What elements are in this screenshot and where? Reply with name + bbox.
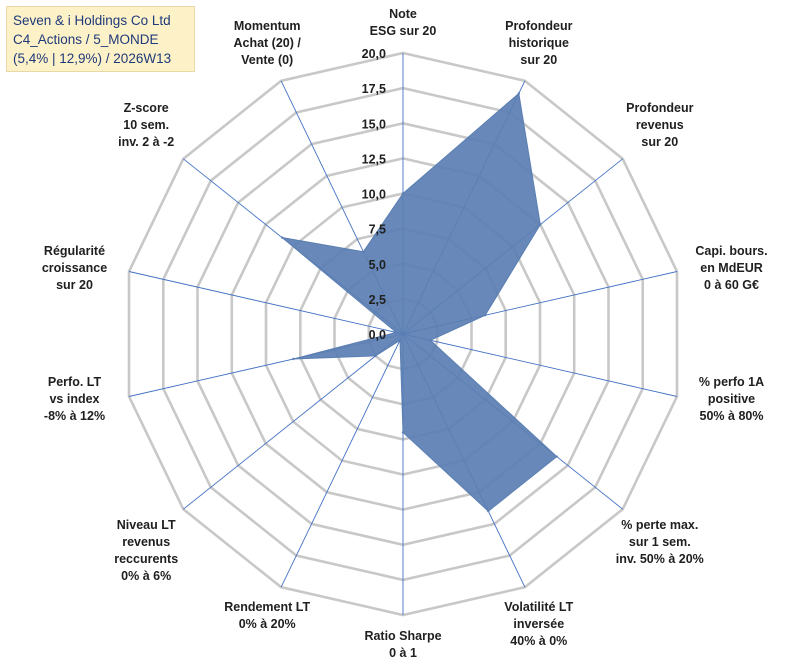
chart-title-box: Seven & i Holdings Co Ltd C4_Actions / 5… xyxy=(6,6,195,72)
axis-label-line: Vente (0) xyxy=(241,53,294,68)
axis-spoke xyxy=(402,333,678,397)
axis-label-line: sur 20 xyxy=(520,53,558,68)
tick-label: 0,0 xyxy=(369,328,386,342)
tick-label: 10,0 xyxy=(362,188,386,202)
axis-label: % perfo 1A positive 50% à 80% xyxy=(657,374,801,425)
axis-label: Ratio Sharpe 0 à 1 xyxy=(328,628,478,662)
title-stats: (5,4% | 12,9%) / 2026W13 xyxy=(13,51,172,66)
title-category: C4_Actions / 5_MONDE xyxy=(13,32,159,47)
axis-label: Niveau LT revenus reccurents 0% à 6% xyxy=(71,517,221,585)
axis-spoke xyxy=(280,333,404,588)
axis-label-line: 10 sem. xyxy=(123,117,170,132)
axis-label: Profondeur revenus sur 20 xyxy=(585,100,735,151)
axis-label-line: Capi. bours. xyxy=(695,244,768,259)
axis-spoke xyxy=(128,271,404,335)
axis-label: Profondeur historique sur 20 xyxy=(464,18,614,69)
axis-label: Rendement LT 0% à 20% xyxy=(192,599,342,633)
axis-label-line: historique xyxy=(508,36,569,51)
axis-spoke xyxy=(183,333,404,510)
tick-label: 12,5 xyxy=(362,152,386,166)
data-point xyxy=(487,510,490,513)
axis-label-line: Ratio Sharpe xyxy=(364,629,442,643)
axis-label-line: revenus xyxy=(635,117,684,132)
axis-label-line: vs index xyxy=(49,391,100,406)
tick-label: 15,0 xyxy=(362,117,386,131)
tick-label: 20,0 xyxy=(362,47,386,61)
tick-label: 7,5 xyxy=(369,223,386,237)
axis-label-line: revenus xyxy=(122,535,171,550)
axis-label-line: positive xyxy=(707,391,756,406)
tick-label: 17,5 xyxy=(362,82,386,96)
data-point xyxy=(401,431,405,434)
axis-label-line: 50% à 80% xyxy=(699,408,764,423)
data-point xyxy=(398,339,402,342)
axis-label-line: Note xyxy=(389,7,417,21)
data-point xyxy=(429,339,432,342)
axis-label-line: -8% à 12% xyxy=(43,408,106,423)
axis-label-line: Perfo. LT xyxy=(47,374,102,389)
axis-label: Z-score 10 sem. inv. 2 à -2 xyxy=(71,100,221,151)
axis-label-line: sur 20 xyxy=(56,278,93,293)
data-point xyxy=(539,223,542,226)
axis-label-line: 0 à 60 G€ xyxy=(704,278,759,293)
axis-label-line: Z-score xyxy=(123,100,169,115)
axis-label-line: Achat (20) / xyxy=(233,36,301,51)
axis-label-line: inv. 2 à -2 xyxy=(118,134,175,149)
axis-label-line: 0% à 6% xyxy=(121,569,172,584)
data-point xyxy=(362,250,365,253)
axis-label: Momentum Achat (20) / Vente (0) xyxy=(192,18,342,69)
axis-label-line: inversée xyxy=(513,616,565,631)
axis-label-line: en MdEUR xyxy=(700,261,763,276)
data-point xyxy=(281,236,284,239)
data-point xyxy=(395,331,398,334)
axis-label-line: 40% à 0% xyxy=(510,633,568,648)
axis-label-line: reccurents xyxy=(114,552,179,567)
axis-label: Note ESG sur 20 xyxy=(328,6,478,40)
tick-label: 5,0 xyxy=(369,258,386,272)
axis-label-line: Momentum xyxy=(233,19,301,34)
data-point xyxy=(374,354,377,358)
axis-label: Régularité croissance sur 20 xyxy=(0,243,150,294)
axis-label-line: ESG sur 20 xyxy=(369,24,437,38)
axis-label: Volatilité LT inversée 40% à 0% xyxy=(464,599,614,650)
data-point xyxy=(517,92,520,95)
axis-label-line: sur 1 sem. xyxy=(628,535,691,550)
axis-label: Perfo. LT vs index -8% à 12% xyxy=(0,374,150,425)
axis-label-line: Profondeur xyxy=(626,100,694,115)
axis-label-line: sur 20 xyxy=(641,134,679,149)
axis-label-line: croissance xyxy=(41,261,108,276)
axis-label-line: 0 à 1 xyxy=(389,646,417,660)
title-company: Seven & i Holdings Co Ltd xyxy=(13,13,171,28)
axis-label-line: Régularité xyxy=(43,244,106,259)
tick-label: 2,5 xyxy=(369,293,386,307)
axis-label-line: % perte max. xyxy=(621,518,699,533)
data-point xyxy=(484,314,487,317)
axis-label-line: 0% à 20% xyxy=(238,616,296,631)
axis-label: % perte max. sur 1 sem. inv. 50% à 20% xyxy=(585,517,735,568)
axis-label-line: inv. 50% à 20% xyxy=(615,552,704,567)
data-point xyxy=(401,192,405,195)
axis-label-line: Rendement LT xyxy=(224,599,311,614)
series-area xyxy=(280,92,558,512)
axis-label-line: Volatilité LT xyxy=(504,599,574,614)
axis-label: Capi. bours. en MdEUR 0 à 60 G€ xyxy=(657,243,801,294)
data-point xyxy=(292,357,295,361)
data-point xyxy=(555,455,558,458)
axis-label-line: Niveau LT xyxy=(116,518,176,533)
axis-label-line: % perfo 1A xyxy=(698,374,765,389)
axis-label-line: Profondeur xyxy=(505,19,573,34)
